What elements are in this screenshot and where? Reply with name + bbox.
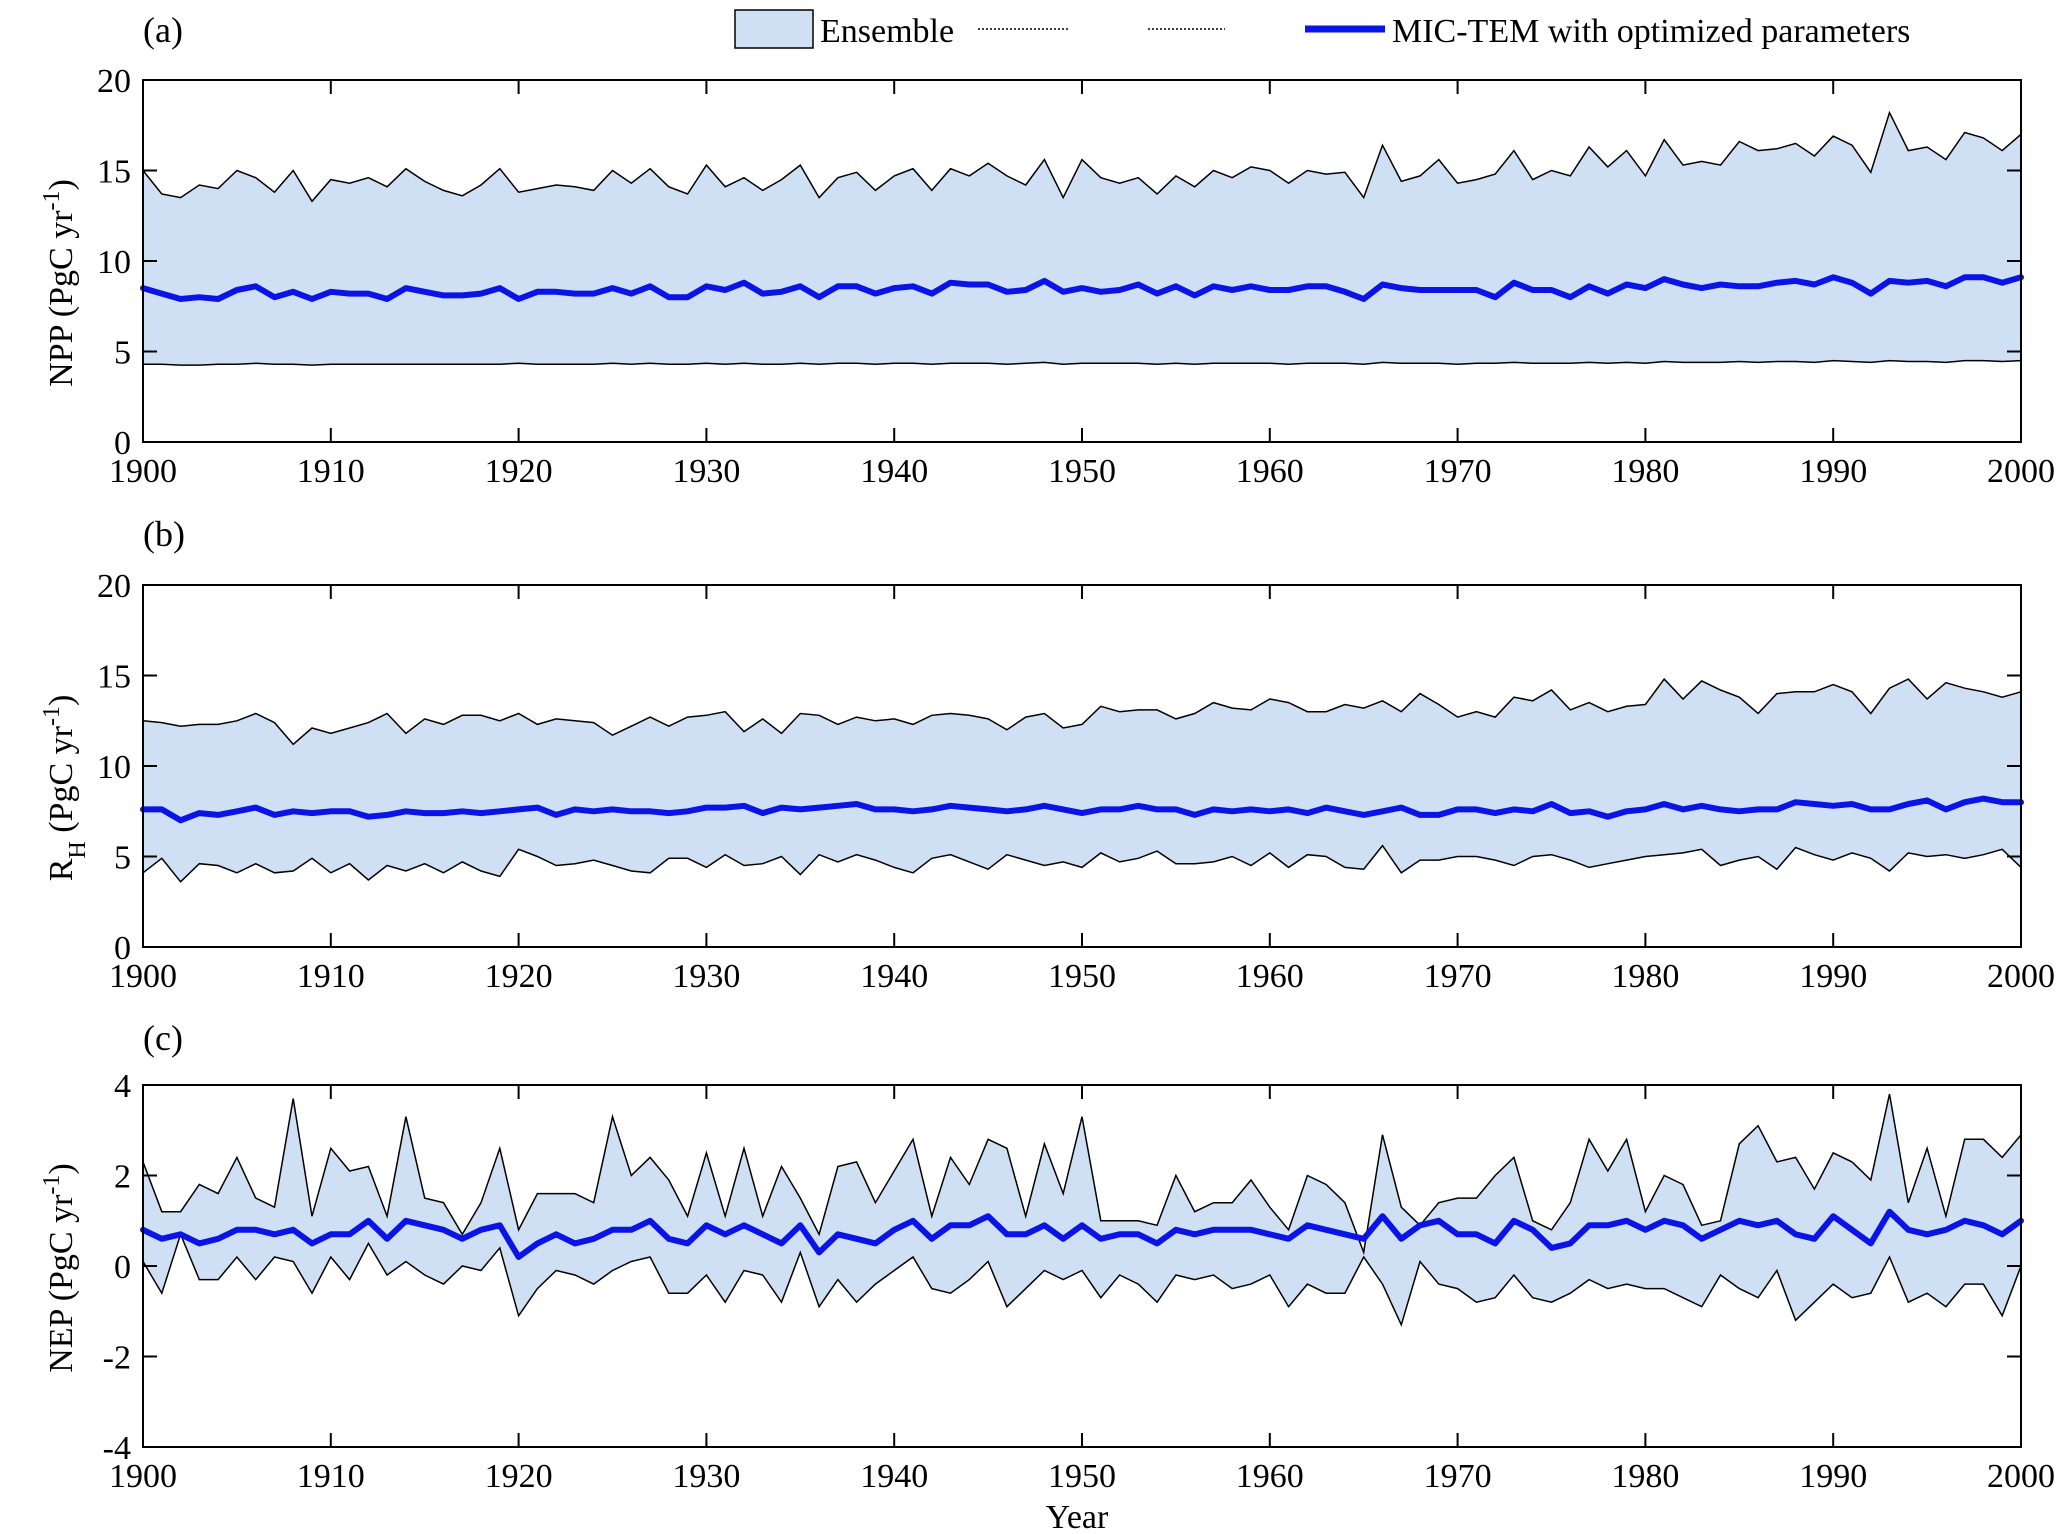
- panel-b-xtick-label-1990: 1990: [1799, 958, 1867, 995]
- panel-a-xtick-label-1950: 1950: [1048, 453, 1116, 490]
- panel-b-xtick-label-1940: 1940: [860, 958, 928, 995]
- panel-c-xtick-label-1980: 1980: [1611, 1458, 1679, 1495]
- panel-a-xtick-label-1960: 1960: [1236, 453, 1304, 490]
- panel-c-label: (c): [143, 1018, 183, 1058]
- panel-c-ensemble-lower-bound: [142, 1232, 2022, 1327]
- panel-b-label: (b): [143, 514, 185, 554]
- panel-b-ensemble-band: [143, 679, 2021, 882]
- panel-b-xtick-label-1950: 1950: [1048, 958, 1116, 995]
- panel-a-ylabel: NPP (PgC yr-1): [39, 179, 80, 387]
- panel-b-plot: 1900 1910 1920 1930 1940 1950 1960 1970 1980 1990…: [97, 568, 2055, 995]
- panel-c-ytick-label-2: 2: [114, 1159, 131, 1196]
- panel-c-ytick-label-4: 4: [114, 1068, 131, 1105]
- panel-b-ytick-label-20: 20: [97, 568, 131, 605]
- panel-a-plot: 1900 1910 1920 1930 1940 1950 1960 1970 1980 1990…: [97, 63, 2055, 490]
- panel-a-xtick-label-1980: 1980: [1611, 453, 1679, 490]
- panel-a-xtick-label-1930: 1930: [672, 453, 740, 490]
- panel-b-xtick-label-1960: 1960: [1236, 958, 1304, 995]
- panel-a-xtick-label-1900: 1900: [109, 453, 177, 490]
- panel-b-xtick-label-1970: 1970: [1424, 958, 1492, 995]
- panel-c-xtick-label-1930: 1930: [672, 1458, 740, 1495]
- panel-b-xtick-label-1910: 1910: [297, 958, 365, 995]
- panel-b-xtick-label-1930: 1930: [672, 958, 740, 995]
- panel-b-ytick-label-0: 0: [114, 930, 131, 967]
- panel-a-ytick-label-10: 10: [97, 244, 131, 281]
- panel-b-ensemble-upper-bound: [142, 677, 2022, 746]
- panel-c-xtick-label-1920: 1920: [485, 1458, 553, 1495]
- panel-a-ytick-label-0: 0: [114, 425, 131, 462]
- legend: Ensemble MIC-TEM with optimized paramete…: [734, 9, 1910, 50]
- panel-c-xtick-label-2000: 2000: [1987, 1458, 2055, 1495]
- panel-a-ensemble-band: [143, 112, 2021, 366]
- panel-a-ensemble-lower-bound: [143, 359, 2022, 366]
- panel-a-ytick-label-20: 20: [97, 63, 131, 100]
- panel-b-ytick-label-10: 10: [97, 749, 131, 786]
- panel-b: (b) 1900 1910 1920 1930 1940 1950 1960 1970 1980…: [39, 514, 2055, 995]
- panel-c-optimized-line: [140, 1208, 2024, 1260]
- panel-a-xtick-label-2000: 2000: [1987, 453, 2055, 490]
- panel-a-label: (a): [143, 10, 183, 50]
- panel-b-optimized-line: [140, 795, 2024, 824]
- panel-c-xtick-label-1970: 1970: [1424, 1458, 1492, 1495]
- panel-c-xtick-label-1960: 1960: [1236, 1458, 1304, 1495]
- panel-a-ensemble-upper-bound: [142, 110, 2022, 203]
- panel-b-xtick-label-1900: 1900: [109, 958, 177, 995]
- panel-c: (c) 1900 1910 1920 1930 1940 1950 1960 1970 1980…: [39, 1018, 2055, 1495]
- panel-a-optimized-line: [140, 274, 2024, 302]
- panel-b-xtick-label-1980: 1980: [1611, 958, 1679, 995]
- panel-c-xtick-label-1900: 1900: [109, 1458, 177, 1495]
- legend-optimized-label: MIC-TEM with optimized parameters: [1392, 13, 1910, 50]
- panel-a-ytick-label-15: 15: [97, 154, 131, 191]
- panel-a-xtick-label-1990: 1990: [1799, 453, 1867, 490]
- panel-b-ensemble-lower-bound: [142, 844, 2022, 883]
- panel-c-ensemble-band: [143, 1094, 2021, 1325]
- panel-c-ytick-label--4: -4: [103, 1430, 131, 1467]
- panel-c-ytick-label-0: 0: [114, 1249, 131, 1286]
- panel-a-ytick-label-5: 5: [114, 335, 131, 372]
- panel-a-xtick-label-1970: 1970: [1424, 453, 1492, 490]
- panel-b-ytick-label-5: 5: [114, 840, 131, 877]
- panel-c-xtick-label-1950: 1950: [1048, 1458, 1116, 1495]
- legend-ensemble-label: Ensemble: [820, 13, 954, 50]
- panel-c-plot: 1900 1910 1920 1930 1940 1950 1960 1970 1980 1990…: [103, 1068, 2055, 1495]
- x-axis-label: Year: [1046, 1499, 1109, 1534]
- panel-c-xtick-label-1910: 1910: [297, 1458, 365, 1495]
- panel-a-xtick-label-1920: 1920: [485, 453, 553, 490]
- panel-c-ytick-label--2: -2: [103, 1340, 131, 1377]
- panel-b-xtick-label-1920: 1920: [485, 958, 553, 995]
- panel-c-xtick-label-1990: 1990: [1799, 1458, 1867, 1495]
- panel-b-ylabel: RH (PgC yr-1): [39, 695, 91, 882]
- panel-c-ylabel: NEP (PgC yr-1): [39, 1163, 80, 1373]
- panel-a-xtick-label-1910: 1910: [297, 453, 365, 490]
- panel-b-xtick-label-2000: 2000: [1987, 958, 2055, 995]
- panel-c-xtick-label-1940: 1940: [860, 1458, 928, 1495]
- panel-c-ensemble-upper-bound: [142, 1093, 2022, 1256]
- panel-a-xtick-label-1940: 1940: [860, 453, 928, 490]
- panel-b-ytick-label-15: 15: [97, 659, 131, 696]
- panel-a: (a) 1900 1910 1920 1930 1940 1950 1960 1970 1980…: [39, 10, 2055, 490]
- legend-ensemble-swatch: [734, 9, 814, 49]
